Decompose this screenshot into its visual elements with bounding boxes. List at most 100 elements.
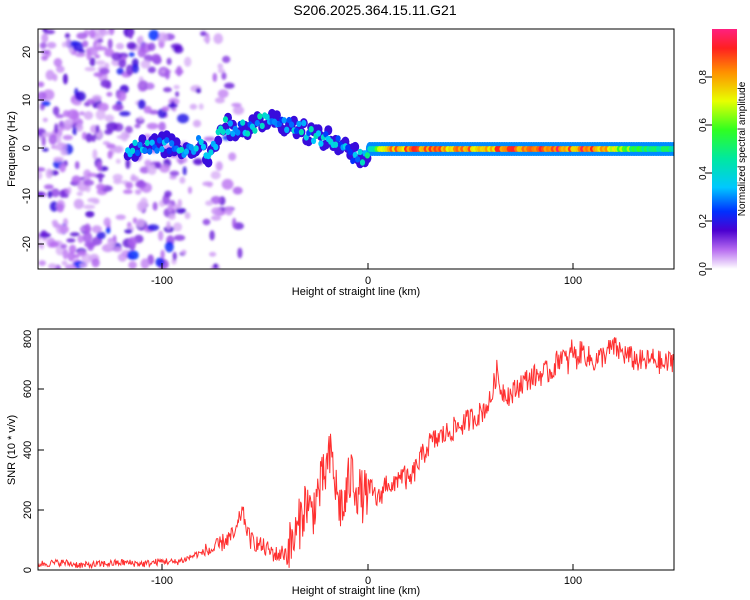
noise-blob — [40, 50, 50, 55]
noise-blob — [143, 105, 152, 114]
noise-blob — [95, 46, 108, 51]
ridge-core — [303, 134, 309, 141]
noise-blob — [67, 251, 75, 262]
noise-blob — [105, 226, 111, 234]
noise-blob — [53, 156, 64, 162]
noise-blob — [91, 94, 102, 102]
noise-blob — [107, 239, 116, 250]
noise-blob — [61, 41, 67, 48]
noise-blob — [111, 52, 122, 61]
noise-blob — [172, 251, 177, 261]
noise-blob — [84, 241, 97, 248]
noise-blob — [151, 53, 162, 64]
noise-blob — [97, 161, 102, 172]
noise-blob — [205, 200, 214, 206]
noise-blob — [48, 134, 57, 145]
ridge-core — [335, 135, 341, 142]
noise-blob — [232, 105, 245, 115]
noise-blob — [125, 181, 133, 189]
noise-blob — [46, 41, 57, 49]
noise-blob — [41, 55, 49, 61]
noise-blob — [164, 241, 174, 253]
noise-blob — [123, 189, 133, 194]
noise-blob — [203, 36, 211, 43]
noise-blob — [52, 106, 60, 116]
noise-blob — [209, 230, 215, 241]
ridge-core — [220, 128, 226, 136]
noise-blob — [126, 42, 137, 50]
noise-blob — [49, 201, 59, 212]
noise-blob — [182, 166, 187, 176]
noise-blob — [64, 33, 71, 39]
noise-blob — [77, 235, 84, 244]
ridge-core — [318, 140, 324, 147]
noise-blob — [105, 82, 112, 89]
noise-blob — [39, 243, 45, 250]
noise-blob — [181, 249, 187, 255]
noise-blob — [175, 91, 180, 97]
noise-blob — [130, 176, 140, 182]
ridge-core — [252, 127, 258, 134]
noise-blob — [147, 66, 156, 74]
noise-blob — [86, 172, 97, 178]
ridge-core — [198, 138, 204, 146]
noise-blob — [166, 220, 171, 230]
colorbar-label: Normalized spectral amplitude — [737, 81, 748, 216]
noise-blob — [93, 72, 104, 77]
noise-blob — [107, 38, 113, 50]
noise-blob — [49, 241, 60, 248]
noise-blob — [94, 54, 101, 59]
noise-blob — [221, 178, 234, 190]
noise-blob — [41, 100, 51, 107]
snr-series-line — [38, 337, 674, 570]
noise-blob — [140, 60, 151, 69]
noise-blob — [73, 198, 84, 210]
noise-blob — [76, 32, 88, 40]
spectrogram-frame — [37, 28, 675, 270]
ridge-core — [227, 120, 233, 127]
ridge-core — [178, 146, 185, 154]
noise-blob — [59, 225, 70, 234]
noise-blob — [211, 207, 222, 216]
noise-blob — [67, 109, 79, 120]
noise-blob — [85, 133, 93, 143]
noise-blob — [217, 68, 225, 74]
noise-blob — [179, 176, 186, 184]
noise-blob — [70, 40, 79, 46]
noise-blob — [112, 173, 123, 181]
ridge-core — [355, 156, 361, 163]
noise-blob — [89, 57, 96, 67]
ridge-core — [154, 147, 160, 154]
noise-blob — [193, 158, 204, 166]
spectrogram-panel: -100 0 100 Height of straight line (km) … — [6, 28, 675, 298]
noise-blob — [139, 166, 150, 174]
ridge-core — [333, 141, 339, 148]
noise-blob — [169, 170, 180, 177]
noise-blob — [45, 69, 55, 81]
noise-blob — [160, 249, 165, 260]
ridge-core — [222, 116, 229, 123]
noise-blob — [168, 213, 176, 220]
noise-blob — [53, 144, 61, 150]
noise-blob — [164, 190, 172, 198]
noise-blob — [96, 231, 106, 240]
noise-blob — [65, 37, 72, 48]
noise-blob — [137, 48, 146, 58]
noise-blob — [51, 219, 59, 226]
noise-blob — [128, 29, 133, 40]
ridge-core — [257, 113, 263, 120]
noise-blob — [47, 190, 53, 198]
noise-blob — [131, 64, 139, 74]
chart-title: S206.2025.364.15.11.G21 — [293, 2, 457, 18]
noise-blob — [173, 45, 181, 51]
noise-blob — [77, 250, 87, 257]
noise-blob — [41, 135, 46, 147]
ridge-core — [144, 139, 150, 147]
colorbar-tick-label: 0.2 — [698, 214, 709, 228]
noise-blob — [173, 85, 180, 90]
noise-blob — [118, 59, 127, 68]
ridge-core — [169, 140, 175, 147]
noise-blob — [217, 63, 224, 70]
noise-blob — [192, 119, 202, 128]
